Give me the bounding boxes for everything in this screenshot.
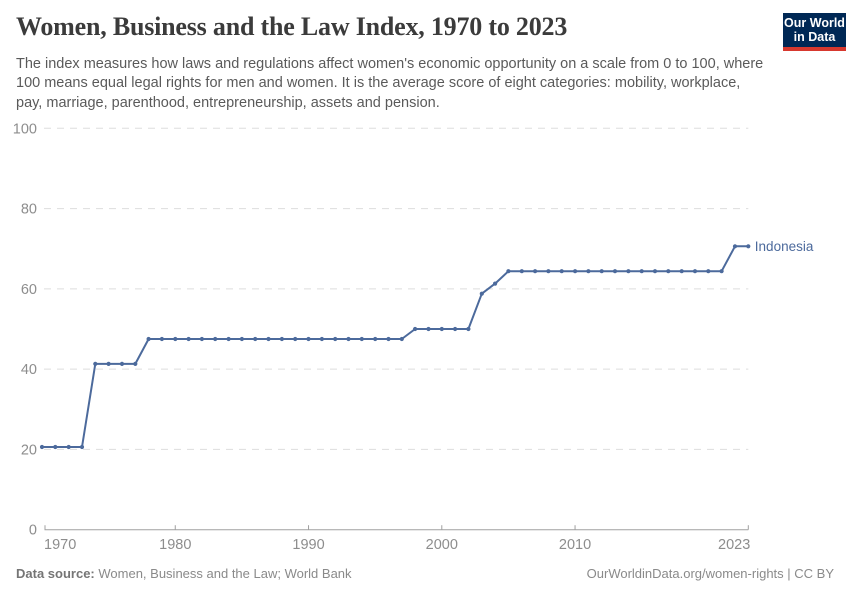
data-point-2016[interactable] — [652, 269, 658, 274]
data-point-1998[interactable] — [413, 326, 418, 332]
data-point-2007[interactable] — [533, 269, 538, 274]
data-point-1979[interactable] — [159, 336, 164, 342]
data-point-1973[interactable] — [79, 444, 85, 450]
data-point-2017[interactable] — [666, 269, 671, 274]
y-axis-label-60: 60 — [21, 282, 37, 298]
data-point-2015[interactable] — [639, 269, 644, 274]
data-point-2014[interactable] — [626, 269, 631, 274]
data-point-2010[interactable] — [573, 269, 578, 274]
data-point-1996[interactable] — [386, 336, 391, 342]
data-point-1984[interactable] — [226, 336, 231, 342]
x-axis-label-2023: 2023 — [718, 537, 750, 553]
data-point-2012[interactable] — [599, 269, 604, 274]
data-point-1990[interactable] — [306, 336, 311, 342]
data-point-1991[interactable] — [319, 336, 324, 342]
page-title: Women, Business and the Law Index, 1970 … — [16, 12, 568, 41]
line-chart-canvas[interactable]: 0 20 40 60 80 100 1970 1980 1990 2000 2010 2023 Indo… — [0, 112, 850, 564]
data-point-1972[interactable] — [66, 444, 71, 450]
data-point-2022[interactable] — [732, 244, 738, 249]
data-point-1994[interactable] — [359, 336, 364, 342]
data-point-1970[interactable] — [39, 444, 45, 450]
data-point-1993[interactable] — [346, 336, 351, 342]
data-point-1978[interactable] — [146, 336, 151, 342]
x-axis-label-2000: 2000 — [426, 537, 458, 553]
owid-logo[interactable]: Our World in Data — [783, 13, 846, 51]
data-point-2005[interactable] — [506, 269, 511, 274]
y-axis-label-80: 80 — [21, 202, 37, 218]
data-source: Data source: Women, Business and the Law… — [16, 566, 352, 581]
owid-logo-line1: Our World — [784, 16, 845, 30]
data-point-1989[interactable] — [293, 336, 298, 342]
data-point-2019[interactable] — [692, 269, 698, 274]
y-axis-label-100: 100 — [13, 121, 37, 137]
data-point-2013[interactable] — [612, 269, 618, 274]
data-point-2020[interactable] — [706, 269, 711, 274]
data-point-1986[interactable] — [253, 336, 258, 342]
data-point-1975[interactable] — [106, 361, 111, 366]
series-label-indonesia: Indonesia — [755, 239, 814, 254]
data-point-2001[interactable] — [453, 326, 458, 332]
data-point-1976[interactable] — [119, 361, 125, 366]
data-source-label: Data source: — [16, 566, 95, 581]
data-point-2011[interactable] — [586, 269, 591, 274]
data-point-2021[interactable] — [719, 269, 724, 274]
chart-footer: Data source: Women, Business and the Law… — [16, 566, 834, 581]
data-point-2004[interactable] — [493, 281, 498, 286]
owid-logo-line2: in Data — [793, 30, 836, 44]
license-note[interactable]: OurWorldinData.org/women-rights | CC BY — [586, 566, 834, 581]
data-point-2003[interactable] — [479, 291, 484, 296]
x-axis-label-1980: 1980 — [159, 537, 191, 553]
x-axis-label-1970: 1970 — [44, 537, 76, 553]
data-point-2008[interactable] — [546, 269, 551, 274]
data-point-1977[interactable] — [133, 361, 138, 366]
y-axis-label-0: 0 — [29, 523, 37, 539]
data-point-1981[interactable] — [186, 336, 191, 342]
y-axis-label-20: 20 — [21, 442, 37, 458]
data-point-1988[interactable] — [279, 336, 284, 342]
data-point-2000[interactable] — [439, 326, 444, 332]
data-point-1987[interactable] — [266, 336, 271, 342]
data-source-value: Women, Business and the Law; World Bank — [98, 566, 352, 581]
data-point-1971[interactable] — [53, 444, 58, 450]
x-axis-label-1990: 1990 — [292, 537, 324, 553]
data-point-1982[interactable] — [199, 336, 204, 342]
data-point-1997[interactable] — [399, 336, 404, 342]
data-point-1974[interactable] — [93, 361, 98, 366]
data-point-2006[interactable] — [519, 269, 524, 274]
data-point-1999[interactable] — [426, 326, 431, 332]
data-point-1985[interactable] — [239, 336, 244, 342]
y-axis-label-40: 40 — [21, 362, 37, 378]
x-axis-label-2010: 2010 — [559, 537, 591, 553]
chart-subtitle: The index measures how laws and regulati… — [16, 56, 764, 111]
data-point-2009[interactable] — [559, 269, 564, 274]
data-point-1992[interactable] — [333, 336, 338, 342]
chart-line-indonesia[interactable] — [41, 245, 750, 448]
data-point-2002[interactable] — [466, 326, 471, 332]
data-point-2018[interactable] — [679, 269, 684, 274]
data-point-1995[interactable] — [373, 336, 378, 342]
data-point-1980[interactable] — [173, 336, 178, 342]
data-point-2023[interactable] — [746, 244, 751, 249]
data-point-1983[interactable] — [213, 336, 218, 342]
